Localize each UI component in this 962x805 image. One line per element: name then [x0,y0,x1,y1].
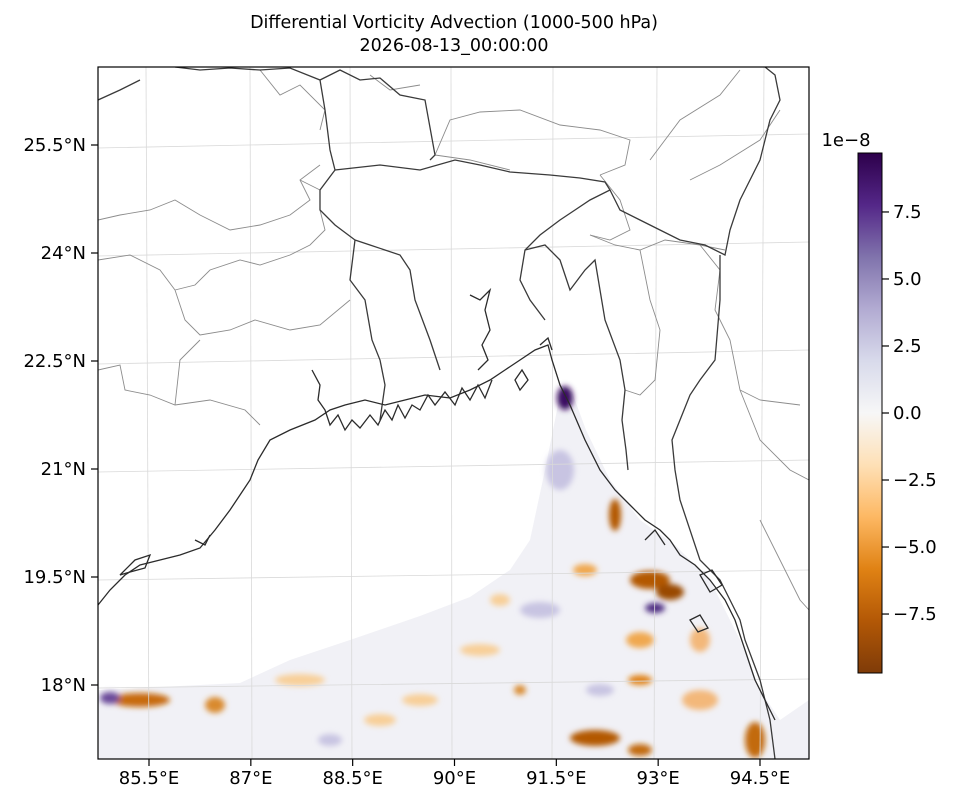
country-borders [98,67,781,759]
lon-tick-label: 88.5°E [322,768,382,789]
colorbar-tick-label: −2.5 [893,470,937,491]
field-anomaly [628,744,652,756]
field-anomaly [570,730,620,746]
lat-tick-label: 18°N [41,675,86,696]
field-anomaly [573,564,597,576]
lat-tick-label: 21°N [41,459,86,480]
map-frame [97,66,810,760]
longitude-axis: 85.5°E 87°E 88.5°E 90°E 91.5°E 93°E 94.5°E [119,759,790,789]
state-boundaries [98,69,809,611]
chart-title: Differential Vorticity Advection (1000-5… [250,13,658,33]
field-anomaly [490,594,510,606]
field-anomaly [546,450,574,490]
field-anomaly [402,694,438,706]
latitude-axis: 25.5°N 24°N 22.5°N 21°N 19.5°N 18°N [23,135,98,696]
field-anomaly [364,714,396,726]
lon-tick-label: 91.5°E [526,768,586,789]
field-anomaly [460,644,500,656]
lon-tick-label: 90°E [433,768,476,789]
colorbar-tick-label: 0.0 [893,403,922,424]
field-anomaly [514,685,526,695]
colorbar-gradient [857,152,883,674]
field-anomaly [586,684,614,696]
colorbar-tick-label: −7.5 [893,604,937,625]
colorbar-tick-label: −5.0 [893,537,937,558]
coastline [98,287,776,721]
field-anomaly [656,584,684,600]
lat-tick-label: 24°N [41,243,86,264]
lon-tick-label: 85.5°E [119,768,179,789]
field-anomaly [520,602,560,618]
vorticity-field-base [98,385,809,759]
field-anomaly [745,722,765,758]
field-anomaly [609,499,621,531]
field-anomaly [275,674,325,686]
vorticity-field-anomalies [100,386,765,758]
lon-tick-label: 93°E [637,768,680,789]
field-anomaly [626,632,654,648]
lat-tick-label: 25.5°N [23,135,86,156]
field-anomaly [110,693,170,707]
colorbar-tick-label: 2.5 [893,336,922,357]
colorbar-ticks: 7.5 5.0 2.5 0.0 −2.5 −5.0 −7.5 [882,202,937,625]
field-anomaly [205,697,225,713]
colorbar-tick-label: 7.5 [893,202,922,223]
map-area [98,67,809,759]
lat-tick-label: 19.5°N [23,567,86,588]
colorbar-tick-label: 5.0 [893,269,922,290]
colorbar: 1e−8 7.5 5.0 2.5 0.0 −2.5 −5.0 −7.5 [821,130,937,674]
lon-tick-label: 94.5°E [730,768,790,789]
field-anomaly [318,734,342,746]
lon-tick-label: 87°E [229,768,272,789]
field-anomaly [628,675,652,685]
chart-subtitle: 2026-08-13_00:00:00 [359,36,549,56]
colorbar-exponent: 1e−8 [821,130,870,151]
field-anomaly [682,690,718,710]
field-anomaly [690,628,710,652]
field-anomaly [630,571,670,589]
field-anomaly [100,692,120,704]
lat-tick-label: 22.5°N [23,351,86,372]
